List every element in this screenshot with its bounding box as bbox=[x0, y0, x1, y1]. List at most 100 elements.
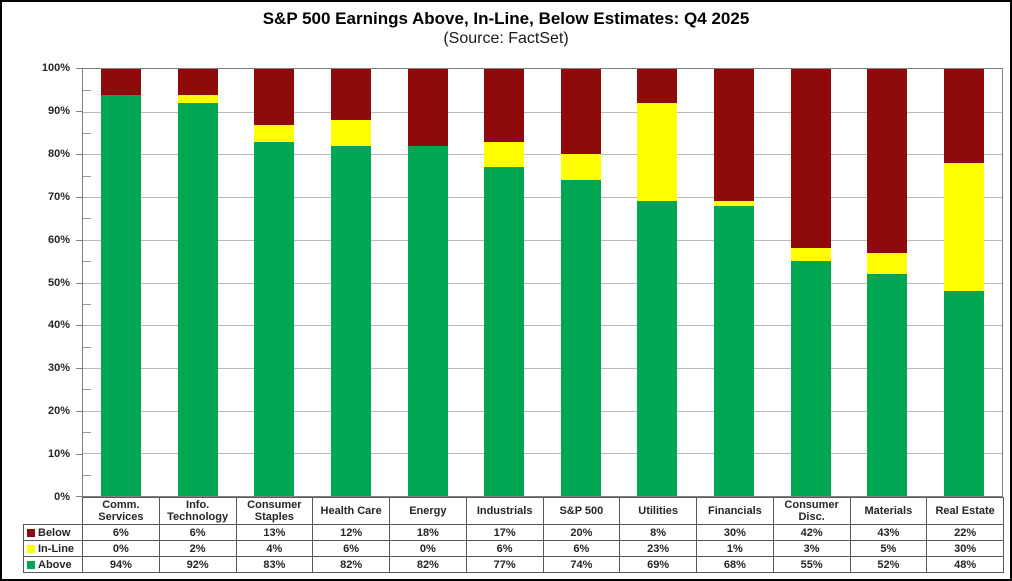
y-axis-label: 90% bbox=[47, 105, 70, 117]
gridline bbox=[83, 154, 1002, 156]
y-axis-tick bbox=[76, 68, 82, 69]
bar-segment-above bbox=[713, 205, 754, 496]
table-value-cell: 6% bbox=[542, 540, 621, 557]
bar-segment-above bbox=[331, 145, 372, 496]
table-value-cell: 43% bbox=[849, 524, 928, 541]
y-axis-tick bbox=[76, 496, 82, 497]
legend-label: Above bbox=[38, 558, 72, 571]
category-header: Consumer Staples bbox=[235, 497, 314, 525]
y-axis: 100% 90% 80% 70% 60% 50% 40% 30% 20% 10% 0% bbox=[2, 62, 82, 503]
bar-industrials bbox=[484, 69, 525, 496]
table-value-cell: 68% bbox=[696, 556, 774, 573]
y-axis-label: 50% bbox=[47, 277, 70, 289]
bar-segment-above bbox=[560, 180, 601, 496]
table-value-cell: 13% bbox=[235, 524, 314, 541]
legend-cell: Below bbox=[23, 524, 83, 541]
category-header: Utilities bbox=[619, 497, 697, 525]
table-value-cell: 6% bbox=[82, 524, 160, 541]
bar-segment-below bbox=[484, 69, 525, 142]
table-row: Below 6% 6% 13% 12% 18% 17% 20% 8% 30% 42% 43% 22% bbox=[23, 524, 1004, 541]
table-value-cell: 0% bbox=[389, 540, 467, 557]
chart-subtitle: (Source: FactSet) bbox=[443, 30, 569, 47]
bar-segment-in-line bbox=[254, 124, 295, 142]
table-value-cell: 6% bbox=[312, 540, 390, 557]
bar-segment-above bbox=[407, 145, 448, 496]
category-header: Industrials bbox=[465, 497, 544, 525]
table-value-cell: 52% bbox=[849, 556, 928, 573]
category-header: Financials bbox=[696, 497, 774, 525]
bar-segment-below bbox=[713, 69, 754, 202]
y-axis-tick bbox=[76, 454, 82, 455]
bar-segment-above bbox=[177, 103, 218, 496]
bar-energy bbox=[407, 69, 448, 496]
y-axis-tick bbox=[76, 240, 82, 241]
table-value-cell: 6% bbox=[465, 540, 544, 557]
y-axis-label: 80% bbox=[47, 148, 70, 160]
bar-segment-in-line bbox=[943, 162, 984, 292]
data-table: Comm. Services Info. Technology Consumer S… bbox=[23, 497, 1004, 573]
table-value-cell: 83% bbox=[235, 556, 314, 573]
bar-real-estate bbox=[943, 69, 984, 496]
bar-segment-in-line bbox=[713, 201, 754, 206]
gridline bbox=[83, 282, 1002, 284]
category-header: Energy bbox=[389, 497, 467, 525]
bar-segment-above bbox=[254, 141, 295, 496]
bar-comm-services bbox=[101, 69, 142, 496]
table-value-cell: 74% bbox=[542, 556, 621, 573]
bar-segment-in-line bbox=[560, 154, 601, 181]
table-value-cell: 42% bbox=[772, 524, 851, 541]
y-axis-minor-tick bbox=[83, 218, 91, 220]
bar-segment-above bbox=[943, 291, 984, 496]
y-axis-label: 70% bbox=[47, 191, 70, 203]
y-axis-label: 10% bbox=[47, 448, 70, 460]
y-axis-minor-tick bbox=[83, 346, 91, 348]
bar-segment-in-line bbox=[177, 94, 218, 104]
bar-segment-in-line bbox=[637, 103, 678, 202]
table-row: Above 94% 92% 83% 82% 82% 77% 74% 69% 68% 55% 52% 48… bbox=[23, 556, 1004, 573]
y-axis-tick bbox=[76, 411, 82, 412]
y-axis-label: 100% bbox=[41, 62, 70, 74]
y-axis-label: 20% bbox=[47, 405, 70, 417]
bar-segment-in-line bbox=[790, 248, 831, 262]
table-value-cell: 30% bbox=[696, 524, 774, 541]
legend-cell: Above bbox=[23, 556, 83, 573]
table-value-cell: 77% bbox=[465, 556, 544, 573]
legend-swatch-in-line bbox=[27, 544, 35, 553]
bar-segment-above bbox=[790, 261, 831, 496]
bar-consumer-disc bbox=[790, 69, 831, 496]
table-value-cell: 92% bbox=[158, 556, 237, 573]
y-axis-tick bbox=[76, 325, 82, 326]
bar-utilities bbox=[637, 69, 678, 496]
bar-s-p-500 bbox=[560, 69, 601, 496]
y-axis-tick bbox=[76, 111, 82, 112]
table-value-cell: 4% bbox=[235, 540, 314, 557]
category-header: Consumer Disc. bbox=[772, 497, 851, 525]
table-row: In-Line 0% 2% 4% 6% 0% 6% 6% 23% 1% 3% 5% 30% bbox=[23, 540, 1004, 557]
y-axis-tick bbox=[76, 154, 82, 155]
table-header-row: Comm. Services Info. Technology Consumer S… bbox=[24, 497, 1004, 525]
chart-title: S&P 500 Earnings Above, In-Line, Below E… bbox=[262, 9, 750, 28]
bar-segment-below bbox=[943, 69, 984, 163]
gridline bbox=[83, 239, 1002, 241]
legend-label: Below bbox=[38, 526, 71, 539]
bar-consumer-staples bbox=[254, 69, 295, 496]
bar-segment-in-line bbox=[867, 252, 908, 274]
category-header: S&P 500 bbox=[542, 497, 621, 525]
gridline bbox=[83, 197, 1002, 199]
y-axis-tick bbox=[76, 368, 82, 369]
category-header: Real Estate bbox=[926, 497, 1004, 525]
y-axis-tick bbox=[76, 283, 82, 284]
table-value-cell: 82% bbox=[389, 556, 467, 573]
y-axis-label: 40% bbox=[47, 319, 70, 331]
bar-segment-above bbox=[637, 201, 678, 496]
bar-segment-below bbox=[407, 69, 448, 146]
gridline bbox=[83, 111, 1002, 113]
legend-cell: In-Line bbox=[23, 540, 83, 557]
bar-segment-above bbox=[101, 94, 142, 496]
y-axis-minor-tick bbox=[83, 303, 91, 305]
table-value-cell: 18% bbox=[389, 524, 467, 541]
y-axis-label: 0% bbox=[54, 491, 70, 503]
bar-financials bbox=[713, 69, 754, 496]
category-header: Info. Technology bbox=[158, 497, 237, 525]
